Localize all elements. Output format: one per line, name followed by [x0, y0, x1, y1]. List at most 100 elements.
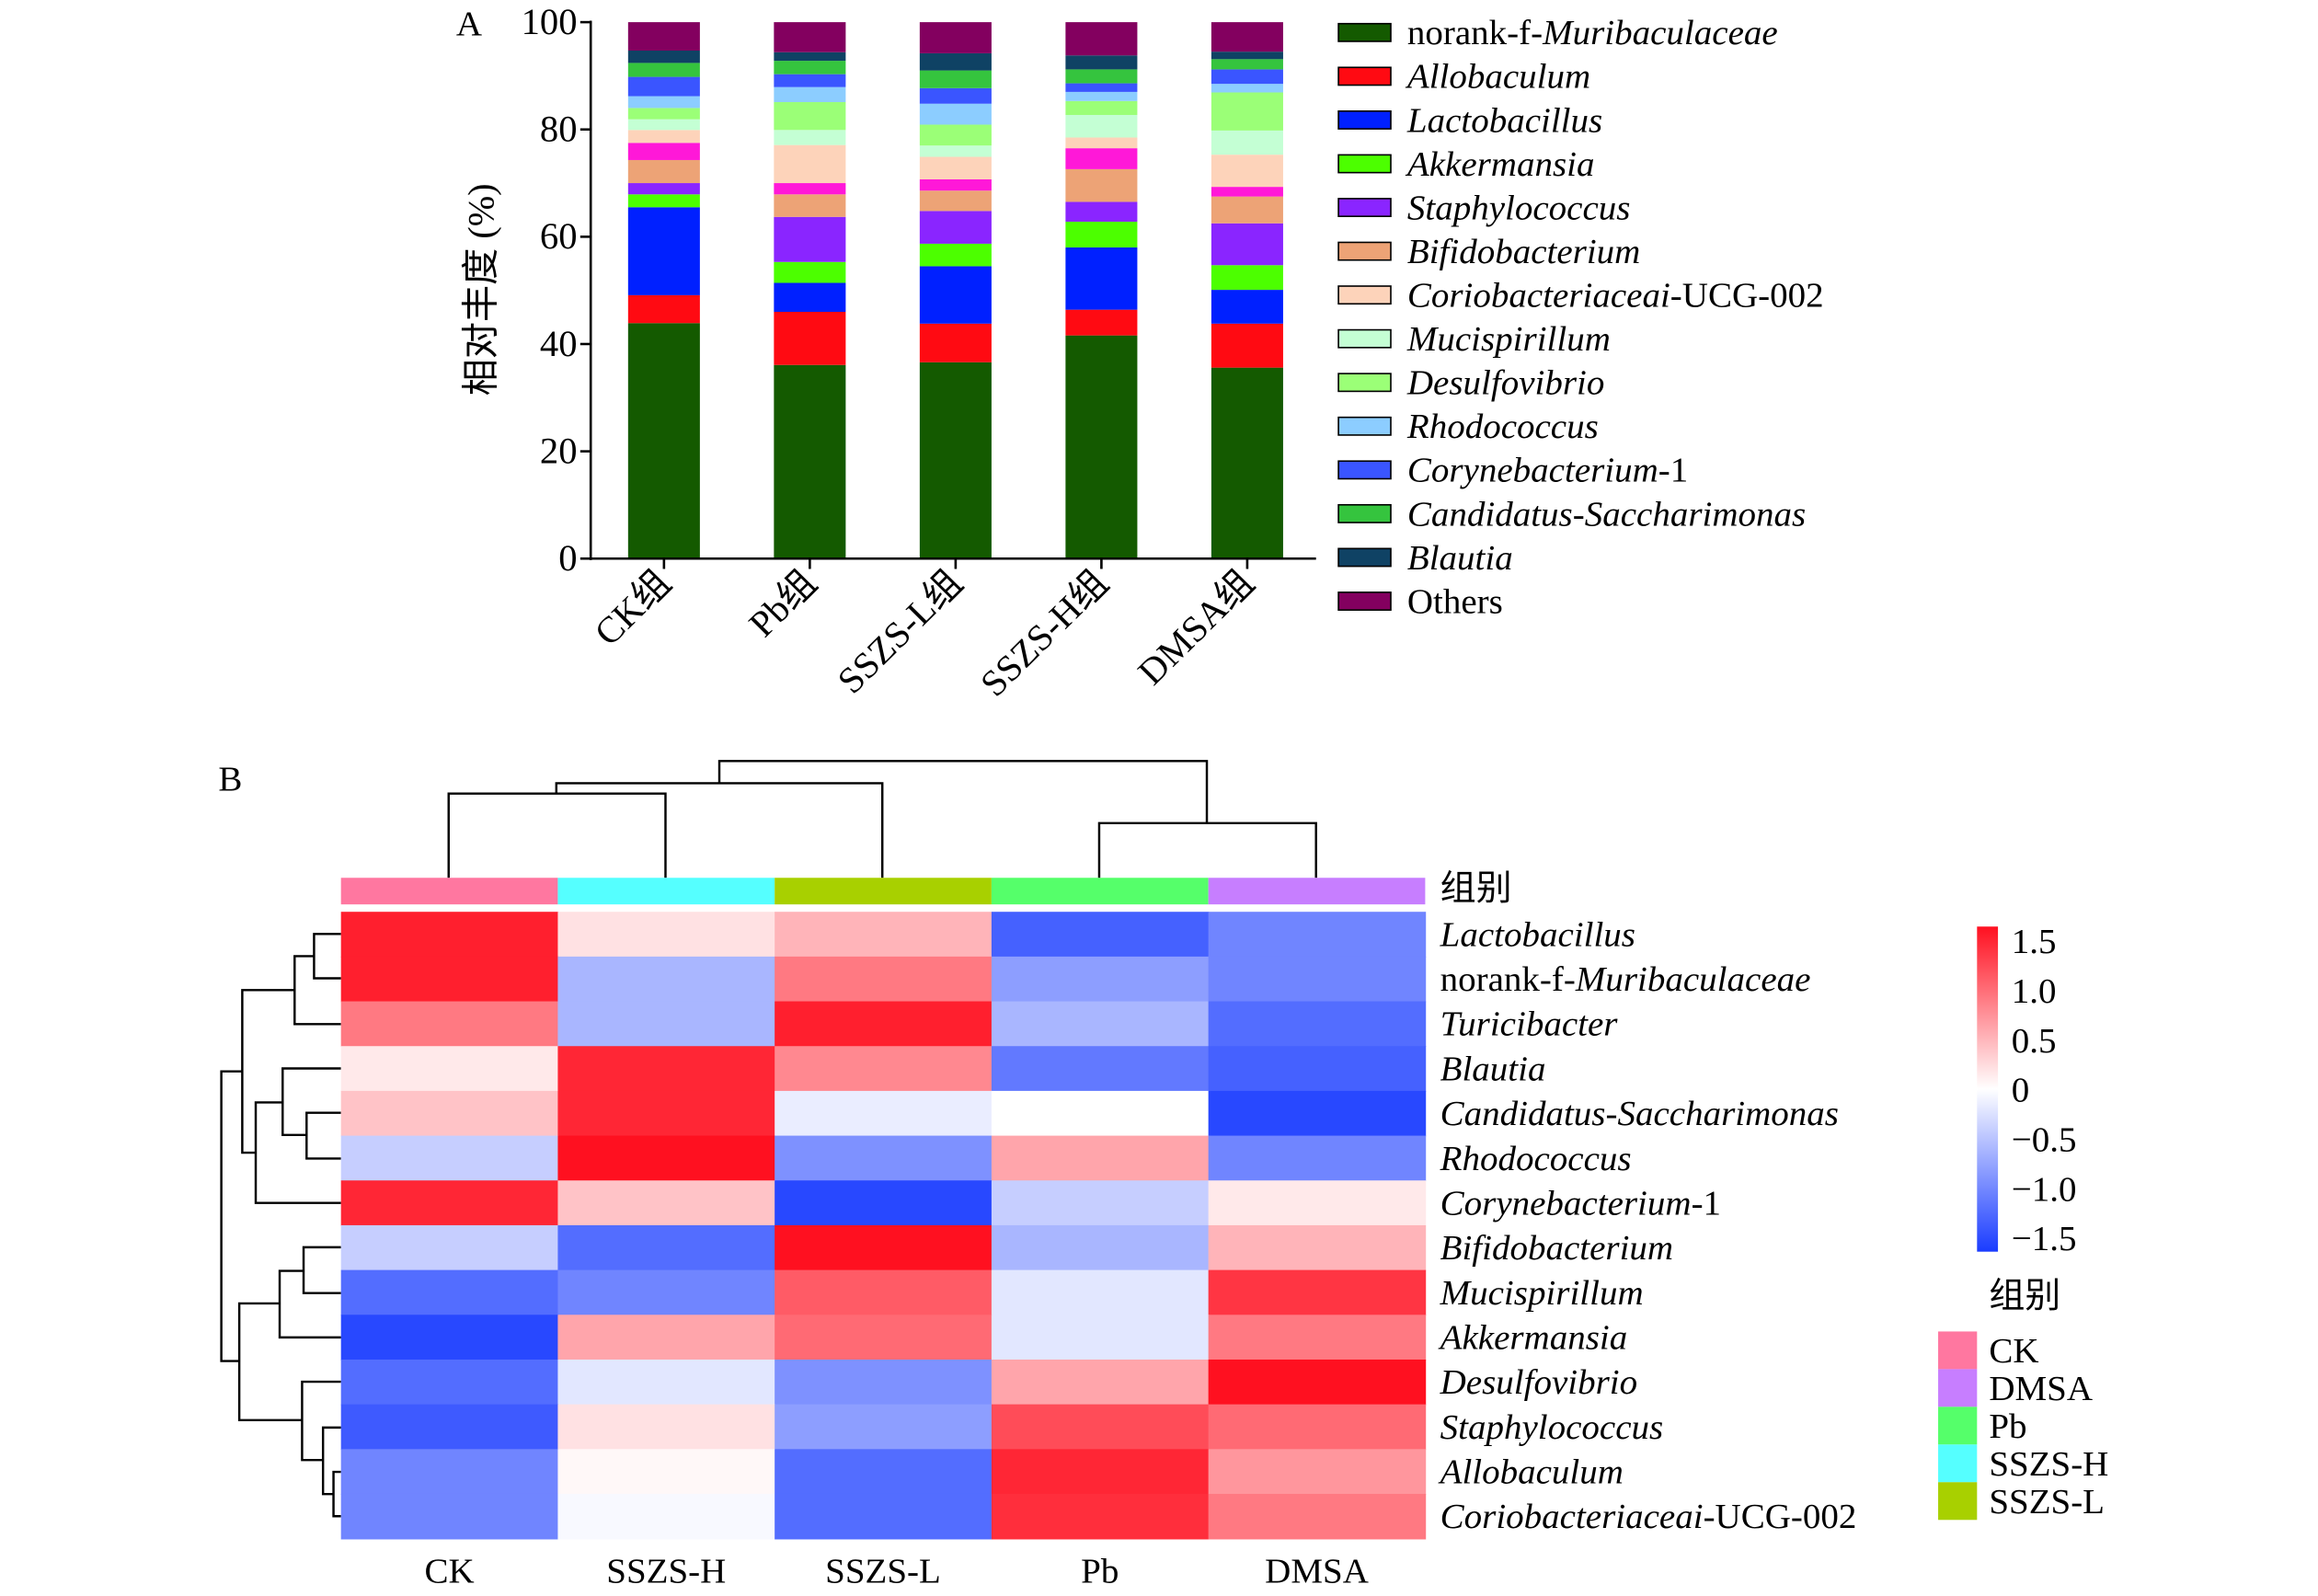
heatmap-cell [1208, 1449, 1427, 1495]
bar-segment [1065, 137, 1138, 149]
bar-segment [774, 86, 846, 102]
heatmap-cell [340, 1493, 559, 1540]
legend-label-suffix: -1 [1658, 451, 1688, 490]
x-tick-label: DMSA组 [1130, 562, 1262, 693]
y-tick-label: 100 [522, 1, 578, 42]
heatmap-cell [340, 1046, 559, 1092]
heatmap-cell [340, 1135, 559, 1182]
bar-segment [774, 216, 846, 262]
bar-stack-4 [1211, 22, 1283, 559]
legend-swatch [1337, 503, 1392, 523]
bar-segment [919, 145, 992, 157]
bar-segment [1065, 222, 1138, 248]
heatmap-cell [340, 1180, 559, 1226]
bars [627, 22, 1283, 559]
column-dendrogram [447, 760, 1317, 878]
legend-swatch [1337, 416, 1392, 436]
bar-segment [774, 61, 846, 75]
group-legend-swatch [1938, 1331, 1978, 1370]
heatmap-cell [1208, 1180, 1427, 1226]
bar-segment [1211, 22, 1283, 52]
bar-segment [919, 22, 992, 53]
bar-segment [1065, 168, 1138, 202]
bar-segment [1065, 69, 1138, 84]
group-legend-label: SSZS-H [1989, 1444, 2108, 1484]
row-label-suffix: -UCG-002 [1704, 1497, 1857, 1536]
y-tick-label: 40 [540, 323, 578, 364]
heatmap-cell [1208, 1493, 1427, 1540]
y-axis-label: 相对丰度 (%) [460, 183, 501, 396]
y-tick-label: 0 [558, 537, 577, 579]
legend-label-italic: Muribaculaceae [1542, 13, 1778, 52]
row-label: Staphylococcus [1440, 1407, 1664, 1447]
heatmap-cell [991, 1224, 1210, 1271]
heatmap-cell [991, 912, 1210, 958]
bar-segment [774, 101, 846, 131]
bar-stack-0 [627, 22, 700, 559]
legend-swatch [1337, 241, 1392, 261]
column-labels: CK SSZS-H SSZS-L Pb DMSA [424, 1552, 1368, 1591]
row-label-italic: Akkermansia [1438, 1318, 1628, 1358]
y-tick-label: 60 [540, 215, 578, 257]
bar-segment [627, 119, 700, 131]
heatmap-cell [775, 1359, 993, 1406]
group-annotation-cell [1208, 878, 1426, 905]
legend-label-italic: Allobaculum [1405, 57, 1590, 97]
colorbar-tick-label: −0.5 [2012, 1120, 2077, 1160]
heatmap-cell [991, 1493, 1210, 1540]
legend-label: Lactobacillus [1406, 101, 1602, 141]
heatmap-cells [340, 912, 1427, 1540]
bar-segment [919, 87, 992, 104]
row-label-italic: Staphylococcus [1440, 1407, 1664, 1447]
bar-segment [919, 156, 992, 179]
row-label: Rhodococcus [1440, 1139, 1632, 1178]
legend-label: Desulfovibrio [1406, 363, 1604, 403]
legend-swatch [1337, 328, 1392, 349]
heatmap-cell [775, 1449, 993, 1495]
bar-segment [919, 362, 992, 559]
colorbar-tick-label: −1.5 [2012, 1219, 2077, 1258]
row-label-italic: Rhodococcus [1440, 1139, 1632, 1178]
legend-label: Akkermansia [1405, 144, 1595, 184]
legend-label-italic: Rhodococcus [1406, 407, 1599, 446]
legend-swatch [1337, 591, 1392, 611]
heatmap-cell [775, 912, 993, 958]
legend-label-prefix: norank-f- [1407, 13, 1543, 52]
heatmap-cell [1208, 1404, 1427, 1451]
heatmap-cell [340, 1001, 559, 1048]
heatmap-cell [557, 1493, 775, 1540]
row-label-italic: Turicibacter [1440, 1005, 1619, 1044]
bar-segment [1211, 323, 1283, 368]
heatmap-cell [991, 1449, 1210, 1495]
x-tick-label: SSZS-L组 [830, 562, 970, 702]
group-legend-label: DMSA [1989, 1369, 2093, 1408]
bar-segment [627, 108, 700, 120]
heatmap-cell [557, 1180, 775, 1226]
bar-segment [1065, 114, 1138, 138]
row-label-italic: Mucispirillum [1440, 1273, 1644, 1313]
row-label: Allobaculum [1438, 1452, 1624, 1492]
legend-label-italic: Corynebacterium [1407, 451, 1658, 490]
heatmap-cell [991, 956, 1210, 1003]
bar-segment [774, 282, 846, 312]
legend-label-italic: Candidatus-Saccharimonas [1407, 494, 1806, 534]
heatmap-cell [1208, 912, 1427, 958]
bar-segment [627, 183, 700, 195]
group-legend-swatch [1938, 1369, 1978, 1407]
bar-segment [1211, 52, 1283, 60]
legend-swatch [1337, 110, 1392, 130]
bar-segment [627, 143, 700, 160]
group-annotation-cell [340, 878, 558, 905]
heatmap-cell [991, 1359, 1210, 1406]
row-label-prefix: norank-f- [1440, 959, 1576, 999]
group-legend-swatch [1938, 1444, 1978, 1483]
column-label: Pb [1081, 1552, 1119, 1591]
legend-swatch [1337, 373, 1392, 393]
bar-segment [774, 52, 846, 62]
heatmap-cell [340, 956, 559, 1003]
bar-segment [627, 159, 700, 184]
row-label: Desulfovibrio [1440, 1362, 1637, 1402]
bar-segment [774, 144, 846, 184]
